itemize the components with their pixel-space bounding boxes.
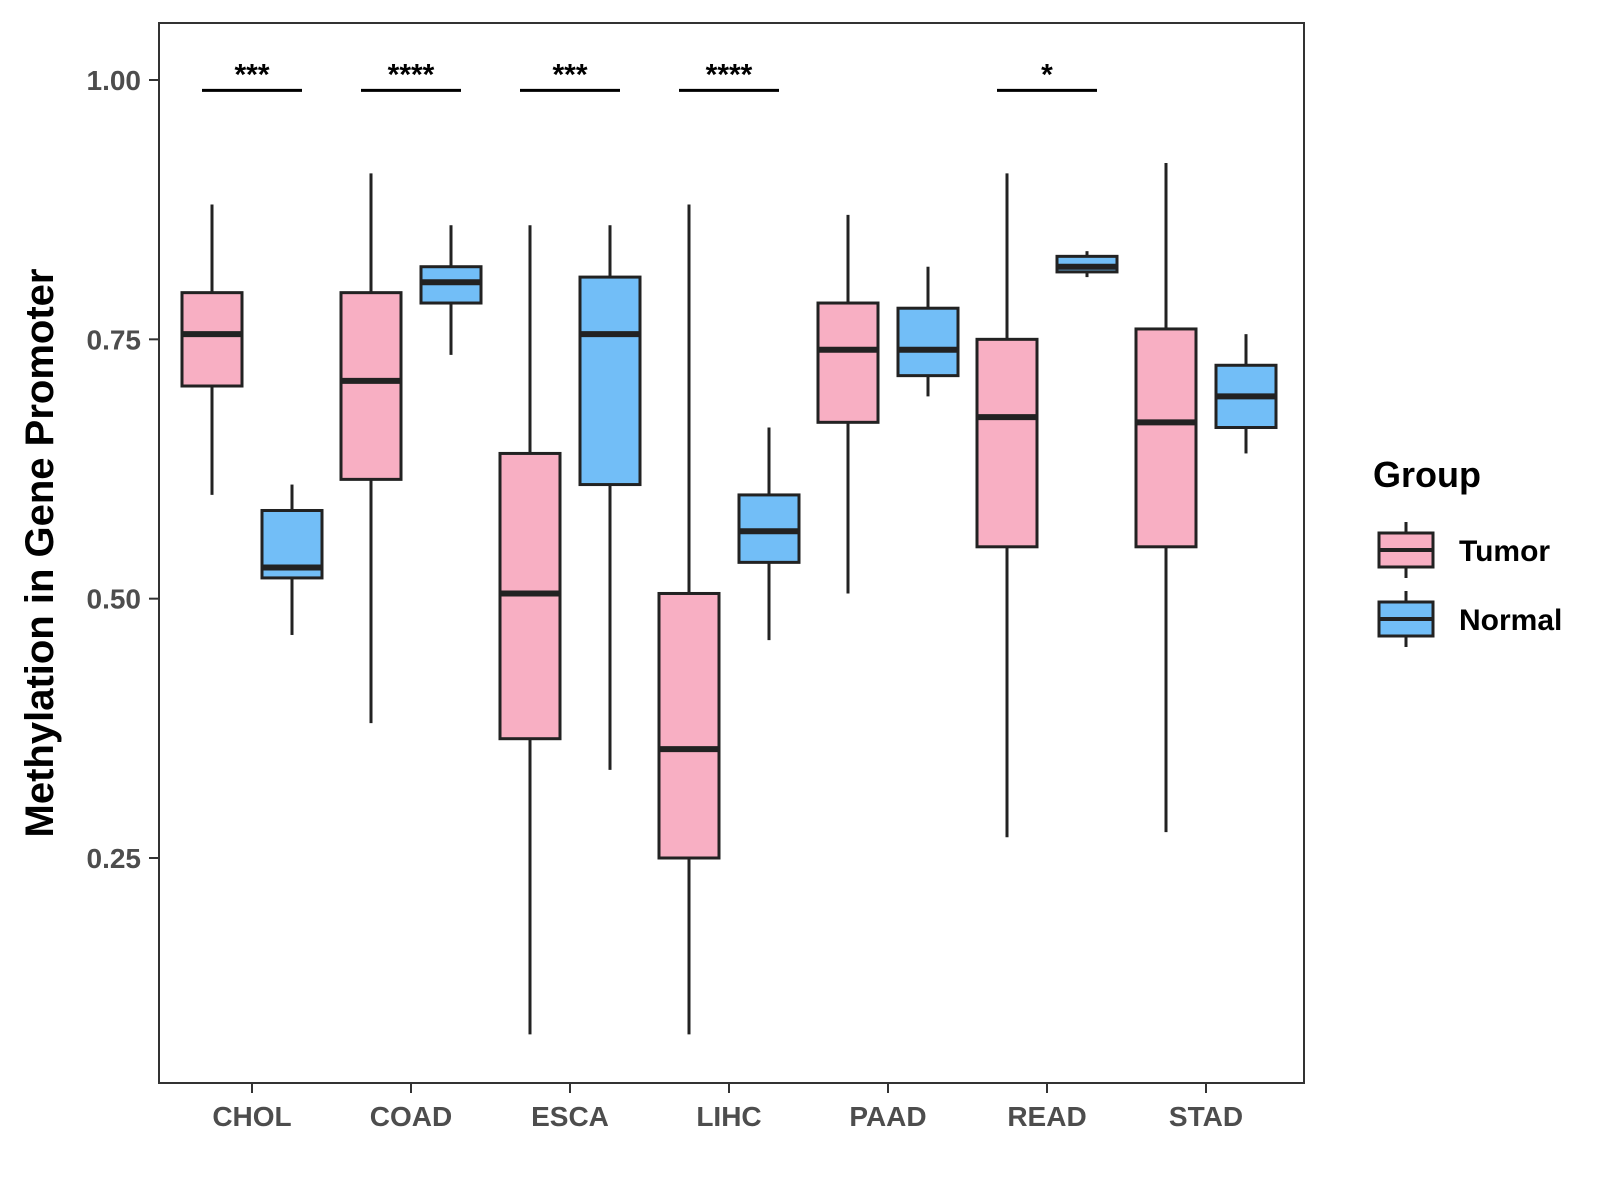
box-body	[339, 291, 403, 481]
box-tumor-lihc	[657, 204, 721, 1035]
box-tumor-paad	[816, 214, 880, 594]
box-body	[975, 337, 1039, 549]
box-normal-lihc	[737, 427, 801, 641]
y-tick-label: 1.00	[87, 65, 142, 96]
y-tick-label: 0.50	[87, 584, 142, 615]
x-tick-label: CHOL	[212, 1101, 291, 1132]
box-normal-esca	[578, 225, 642, 770]
significance-label: ***	[552, 58, 587, 91]
box-body	[1134, 327, 1198, 549]
significance-label: *	[1041, 58, 1053, 91]
x-tick-label: PAAD	[849, 1101, 926, 1132]
box-tumor-stad	[1134, 162, 1198, 833]
box-body	[180, 291, 244, 388]
box-tumor-read	[975, 173, 1039, 838]
y-axis: 0.25 0.50 0.75 1.00	[87, 65, 159, 874]
box-tumor-esca	[498, 225, 562, 1035]
x-tick-label: STAD	[1169, 1101, 1243, 1132]
legend-entry-normal: Normal	[1377, 591, 1562, 647]
box-body	[657, 591, 721, 860]
plot-panel	[158, 22, 1305, 1084]
x-tick-label: ESCA	[531, 1101, 609, 1132]
y-tick-label: 0.25	[87, 843, 142, 874]
significance-read: *	[997, 58, 1097, 92]
legend: Group Tumor Normal	[1373, 454, 1562, 647]
significance-label: ****	[388, 58, 435, 91]
box-body	[896, 306, 960, 378]
y-axis-label: Methylation in Gene Promoter	[18, 269, 62, 838]
legend-entry-tumor: Tumor	[1377, 522, 1550, 578]
box-body	[816, 301, 880, 424]
legend-label: Tumor	[1459, 535, 1550, 568]
box-tumor-chol	[180, 204, 244, 495]
significance-label: ****	[706, 58, 753, 91]
x-tick-label: COAD	[370, 1101, 452, 1132]
box-normal-stad	[1214, 334, 1278, 454]
significance-chol: ***	[202, 58, 302, 92]
significance-coad: ****	[361, 58, 461, 92]
significance-esca: ***	[520, 58, 620, 92]
legend-label: Normal	[1459, 604, 1562, 637]
significance-layer: *** **** *** **** *	[202, 58, 1097, 92]
x-axis: CHOL COAD ESCA LIHC PAAD READ STAD	[212, 1083, 1243, 1132]
box-normal-read	[1055, 251, 1119, 278]
y-tick-label: 0.75	[87, 324, 142, 355]
box-body	[578, 275, 642, 487]
significance-lihc: ****	[679, 58, 779, 92]
box-normal-coad	[419, 225, 483, 355]
legend-title: Group	[1373, 454, 1481, 495]
box-tumor-coad	[339, 173, 403, 724]
x-tick-label: READ	[1007, 1101, 1086, 1132]
box-normal-chol	[260, 484, 324, 635]
x-tick-label: LIHC	[696, 1101, 761, 1132]
significance-label: ***	[234, 58, 269, 91]
box-normal-paad	[896, 266, 960, 397]
box-layer	[180, 162, 1278, 1035]
